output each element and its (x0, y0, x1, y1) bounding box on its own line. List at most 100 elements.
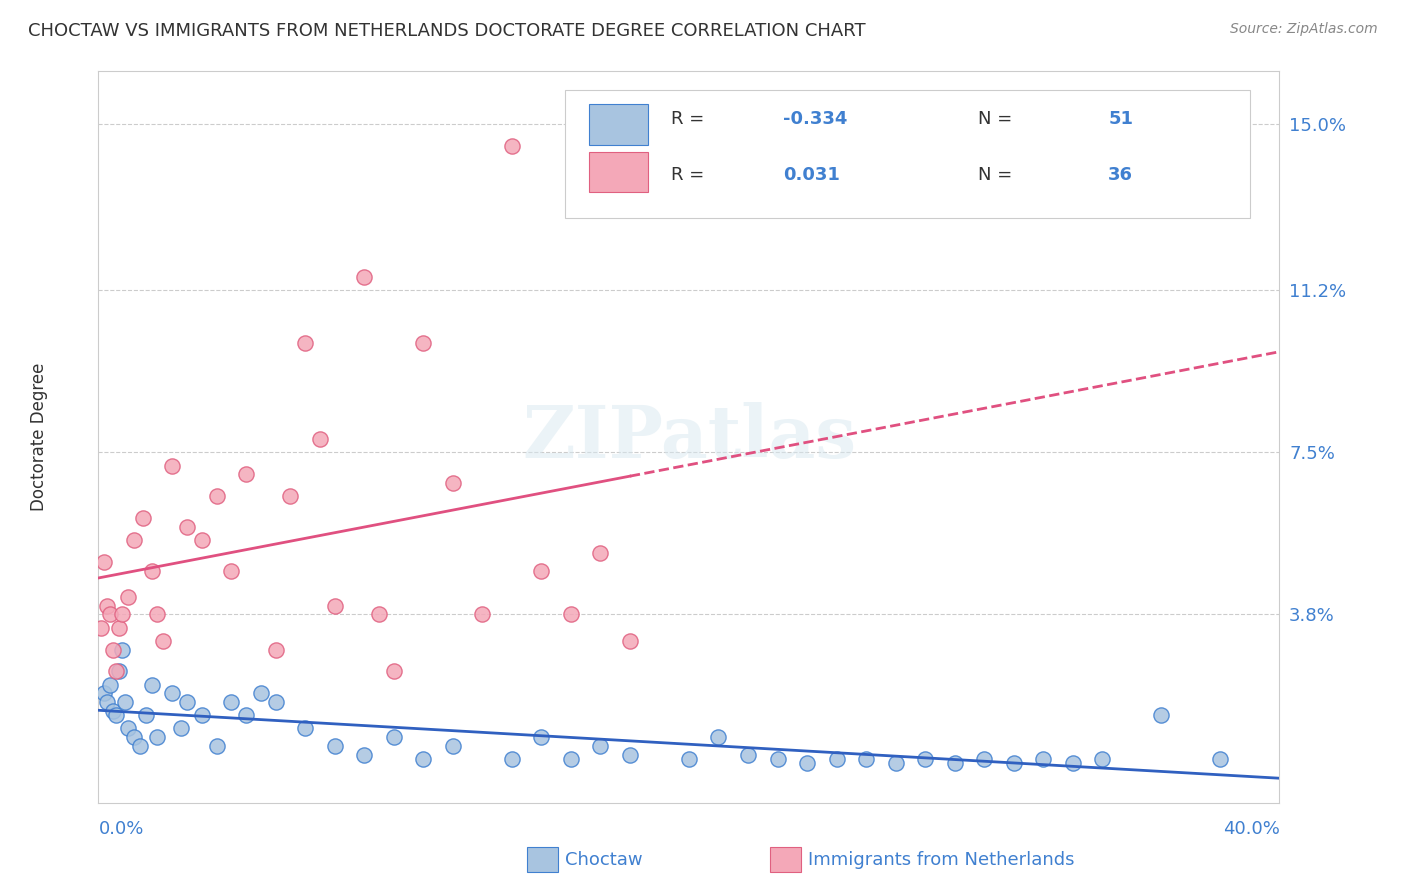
Point (441, 476, 464, 491)
FancyBboxPatch shape (589, 104, 648, 145)
Point (382, 665, 405, 679)
Point (205, 739, 228, 753)
Point (707, 730, 730, 744)
Point (96, 695, 118, 709)
Point (93, 555, 115, 569)
Point (132, 511, 155, 525)
Point (176, 520, 198, 534)
Point (250, 686, 273, 700)
Point (122, 730, 145, 744)
Point (353, 270, 375, 285)
Point (678, 752, 700, 766)
Point (441, 739, 464, 753)
Point (501, 138, 523, 153)
Point (1209, 752, 1232, 766)
Point (114, 695, 136, 709)
Point (103, 704, 125, 718)
Text: ZIPatlas: ZIPatlas (522, 401, 856, 473)
Point (128, 739, 150, 753)
Point (219, 564, 242, 578)
Point (98, 677, 121, 691)
Text: Source: ZipAtlas.com: Source: ZipAtlas.com (1230, 22, 1378, 37)
Text: 0.031: 0.031 (783, 166, 841, 185)
Point (309, 432, 332, 446)
Text: R =: R = (671, 110, 710, 128)
Text: -0.334: -0.334 (783, 110, 848, 128)
Point (412, 752, 434, 766)
Point (1150, 708, 1173, 723)
Point (294, 722, 316, 736)
Point (353, 747, 375, 762)
Point (530, 564, 553, 578)
Point (162, 686, 183, 700)
Point (117, 590, 139, 604)
Point (264, 695, 287, 709)
Text: 36: 36 (1108, 166, 1133, 185)
Point (141, 677, 163, 691)
Text: CHOCTAW VS IMMIGRANTS FROM NETHERLANDS DOCTORATE DEGREE CORRELATION CHART: CHOCTAW VS IMMIGRANTS FROM NETHERLANDS D… (28, 22, 866, 40)
Point (111, 607, 134, 622)
Point (619, 747, 641, 762)
Point (152, 633, 174, 648)
Text: N =: N = (979, 110, 1018, 128)
Point (382, 730, 405, 744)
Point (825, 752, 848, 766)
Text: N =: N = (979, 166, 1018, 185)
Point (323, 739, 346, 753)
Point (973, 752, 995, 766)
Text: Immigrants from Netherlands: Immigrants from Netherlands (808, 851, 1076, 869)
Point (111, 642, 134, 657)
Point (796, 756, 818, 771)
Point (122, 533, 145, 547)
Point (264, 642, 287, 657)
Point (108, 665, 131, 679)
Point (1032, 752, 1054, 766)
Point (105, 665, 128, 679)
Point (589, 546, 612, 560)
FancyBboxPatch shape (565, 89, 1250, 218)
Point (412, 335, 434, 350)
Point (1002, 756, 1025, 771)
Point (737, 747, 759, 762)
Text: R =: R = (671, 166, 710, 185)
Point (146, 607, 169, 622)
FancyBboxPatch shape (589, 152, 648, 192)
Point (530, 730, 553, 744)
Text: 51: 51 (1108, 110, 1133, 128)
Point (501, 752, 523, 766)
Point (98, 607, 121, 622)
Point (368, 607, 391, 622)
Text: Choctaw: Choctaw (565, 851, 643, 869)
Point (146, 730, 169, 744)
Point (135, 708, 157, 723)
Text: Doctorate Degree: Doctorate Degree (31, 363, 48, 511)
Point (141, 564, 163, 578)
Point (191, 708, 214, 723)
Point (170, 722, 193, 736)
Text: 40.0%: 40.0% (1223, 820, 1279, 838)
Point (294, 335, 316, 350)
Point (589, 739, 612, 753)
Point (235, 708, 257, 723)
Point (90, 621, 112, 635)
Point (471, 607, 494, 622)
Point (103, 642, 125, 657)
Point (1062, 756, 1084, 771)
Point (560, 607, 582, 622)
Point (191, 533, 214, 547)
Point (1091, 752, 1114, 766)
Point (943, 756, 966, 771)
Point (560, 752, 582, 766)
Point (162, 458, 183, 473)
Point (117, 722, 139, 736)
Point (619, 633, 641, 648)
Point (96, 599, 118, 613)
Point (205, 489, 228, 503)
Point (105, 708, 128, 723)
Point (93, 686, 115, 700)
Point (855, 752, 877, 766)
Point (108, 621, 131, 635)
Point (323, 599, 346, 613)
Point (176, 695, 198, 709)
Point (884, 756, 907, 771)
